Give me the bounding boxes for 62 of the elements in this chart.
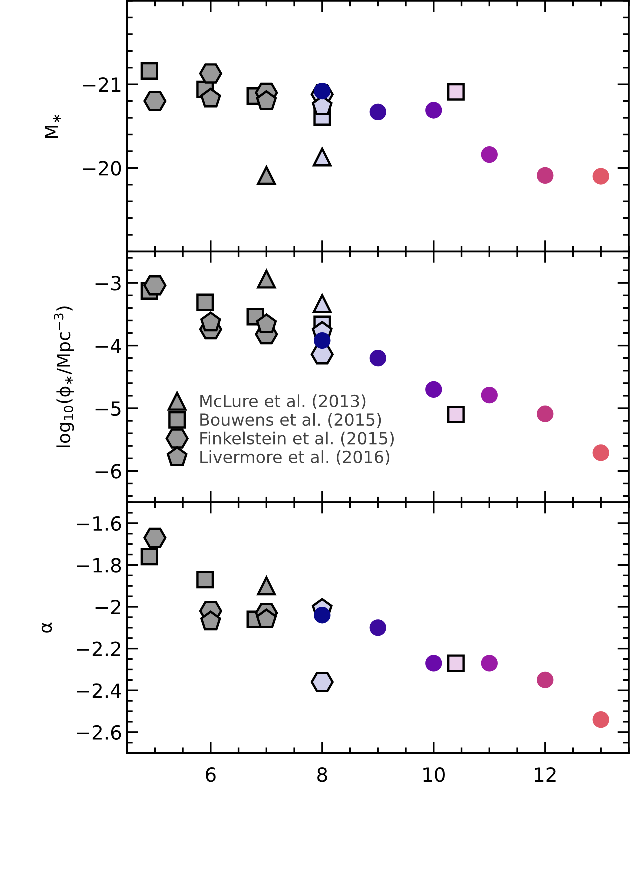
y-tick-label: −2.6 [77, 725, 122, 740]
point [447, 406, 465, 424]
point [592, 168, 610, 185]
x-tick-label: 6 [206, 768, 216, 782]
y-tick-label: −2.4 [77, 684, 122, 698]
y-axis-title: M$_{∗}$ [45, 115, 62, 138]
x-tick-label: 10 [424, 768, 445, 782]
y-tick-label: −1.6 [77, 516, 122, 532]
point [144, 275, 167, 296]
legend-label: Livermore et al. (2016) [200, 450, 390, 466]
point [312, 294, 332, 314]
point [481, 655, 498, 672]
legend-label: Bouwens et al. (2015) [200, 413, 382, 428]
point [196, 294, 214, 312]
point [312, 148, 332, 167]
point [199, 64, 222, 84]
point [200, 610, 222, 631]
point [256, 90, 278, 110]
x-tick-label: 8 [318, 768, 328, 782]
point [256, 314, 278, 334]
point [481, 386, 498, 404]
point [537, 672, 554, 688]
point [537, 167, 554, 184]
point [314, 332, 331, 350]
point [537, 406, 554, 422]
point [144, 528, 167, 548]
y-tick-label: −4 [96, 339, 122, 354]
point [370, 350, 386, 367]
point [200, 312, 222, 332]
point [144, 91, 167, 112]
y-tick-label: −2.2 [77, 642, 120, 656]
y-tick-label: −2 [96, 600, 120, 614]
x-tick-label: 12 [535, 768, 556, 782]
point [196, 571, 214, 589]
point [426, 381, 442, 398]
y-tick-label: −6 [96, 464, 122, 479]
y-axis-title: α [42, 622, 52, 633]
point [447, 83, 465, 101]
point [426, 102, 442, 119]
legend-label: Finkelstein et al. (2015) [200, 432, 394, 447]
y-axis-title: log$_{10}$(ϕ$_{∗}$/Mpc$^{−3}$) [54, 306, 74, 448]
y-tick-label: −21 [83, 78, 121, 92]
y-tick-label: −3 [96, 276, 121, 291]
point [256, 608, 278, 629]
point [370, 620, 386, 636]
y-tick-label: −1.8 [77, 558, 122, 573]
point [314, 607, 331, 624]
legend-label: McLure et al. (2013) [200, 394, 366, 410]
point [592, 444, 610, 462]
point [447, 654, 465, 672]
point [314, 82, 331, 100]
point [257, 576, 276, 596]
point [140, 62, 158, 80]
point [310, 672, 334, 692]
point [481, 146, 498, 164]
y-tick-label: −20 [83, 161, 122, 176]
point [426, 655, 442, 672]
point [140, 548, 158, 566]
point [370, 104, 386, 121]
point [592, 712, 610, 728]
y-tick-label: −5 [96, 402, 121, 416]
point [200, 88, 222, 108]
